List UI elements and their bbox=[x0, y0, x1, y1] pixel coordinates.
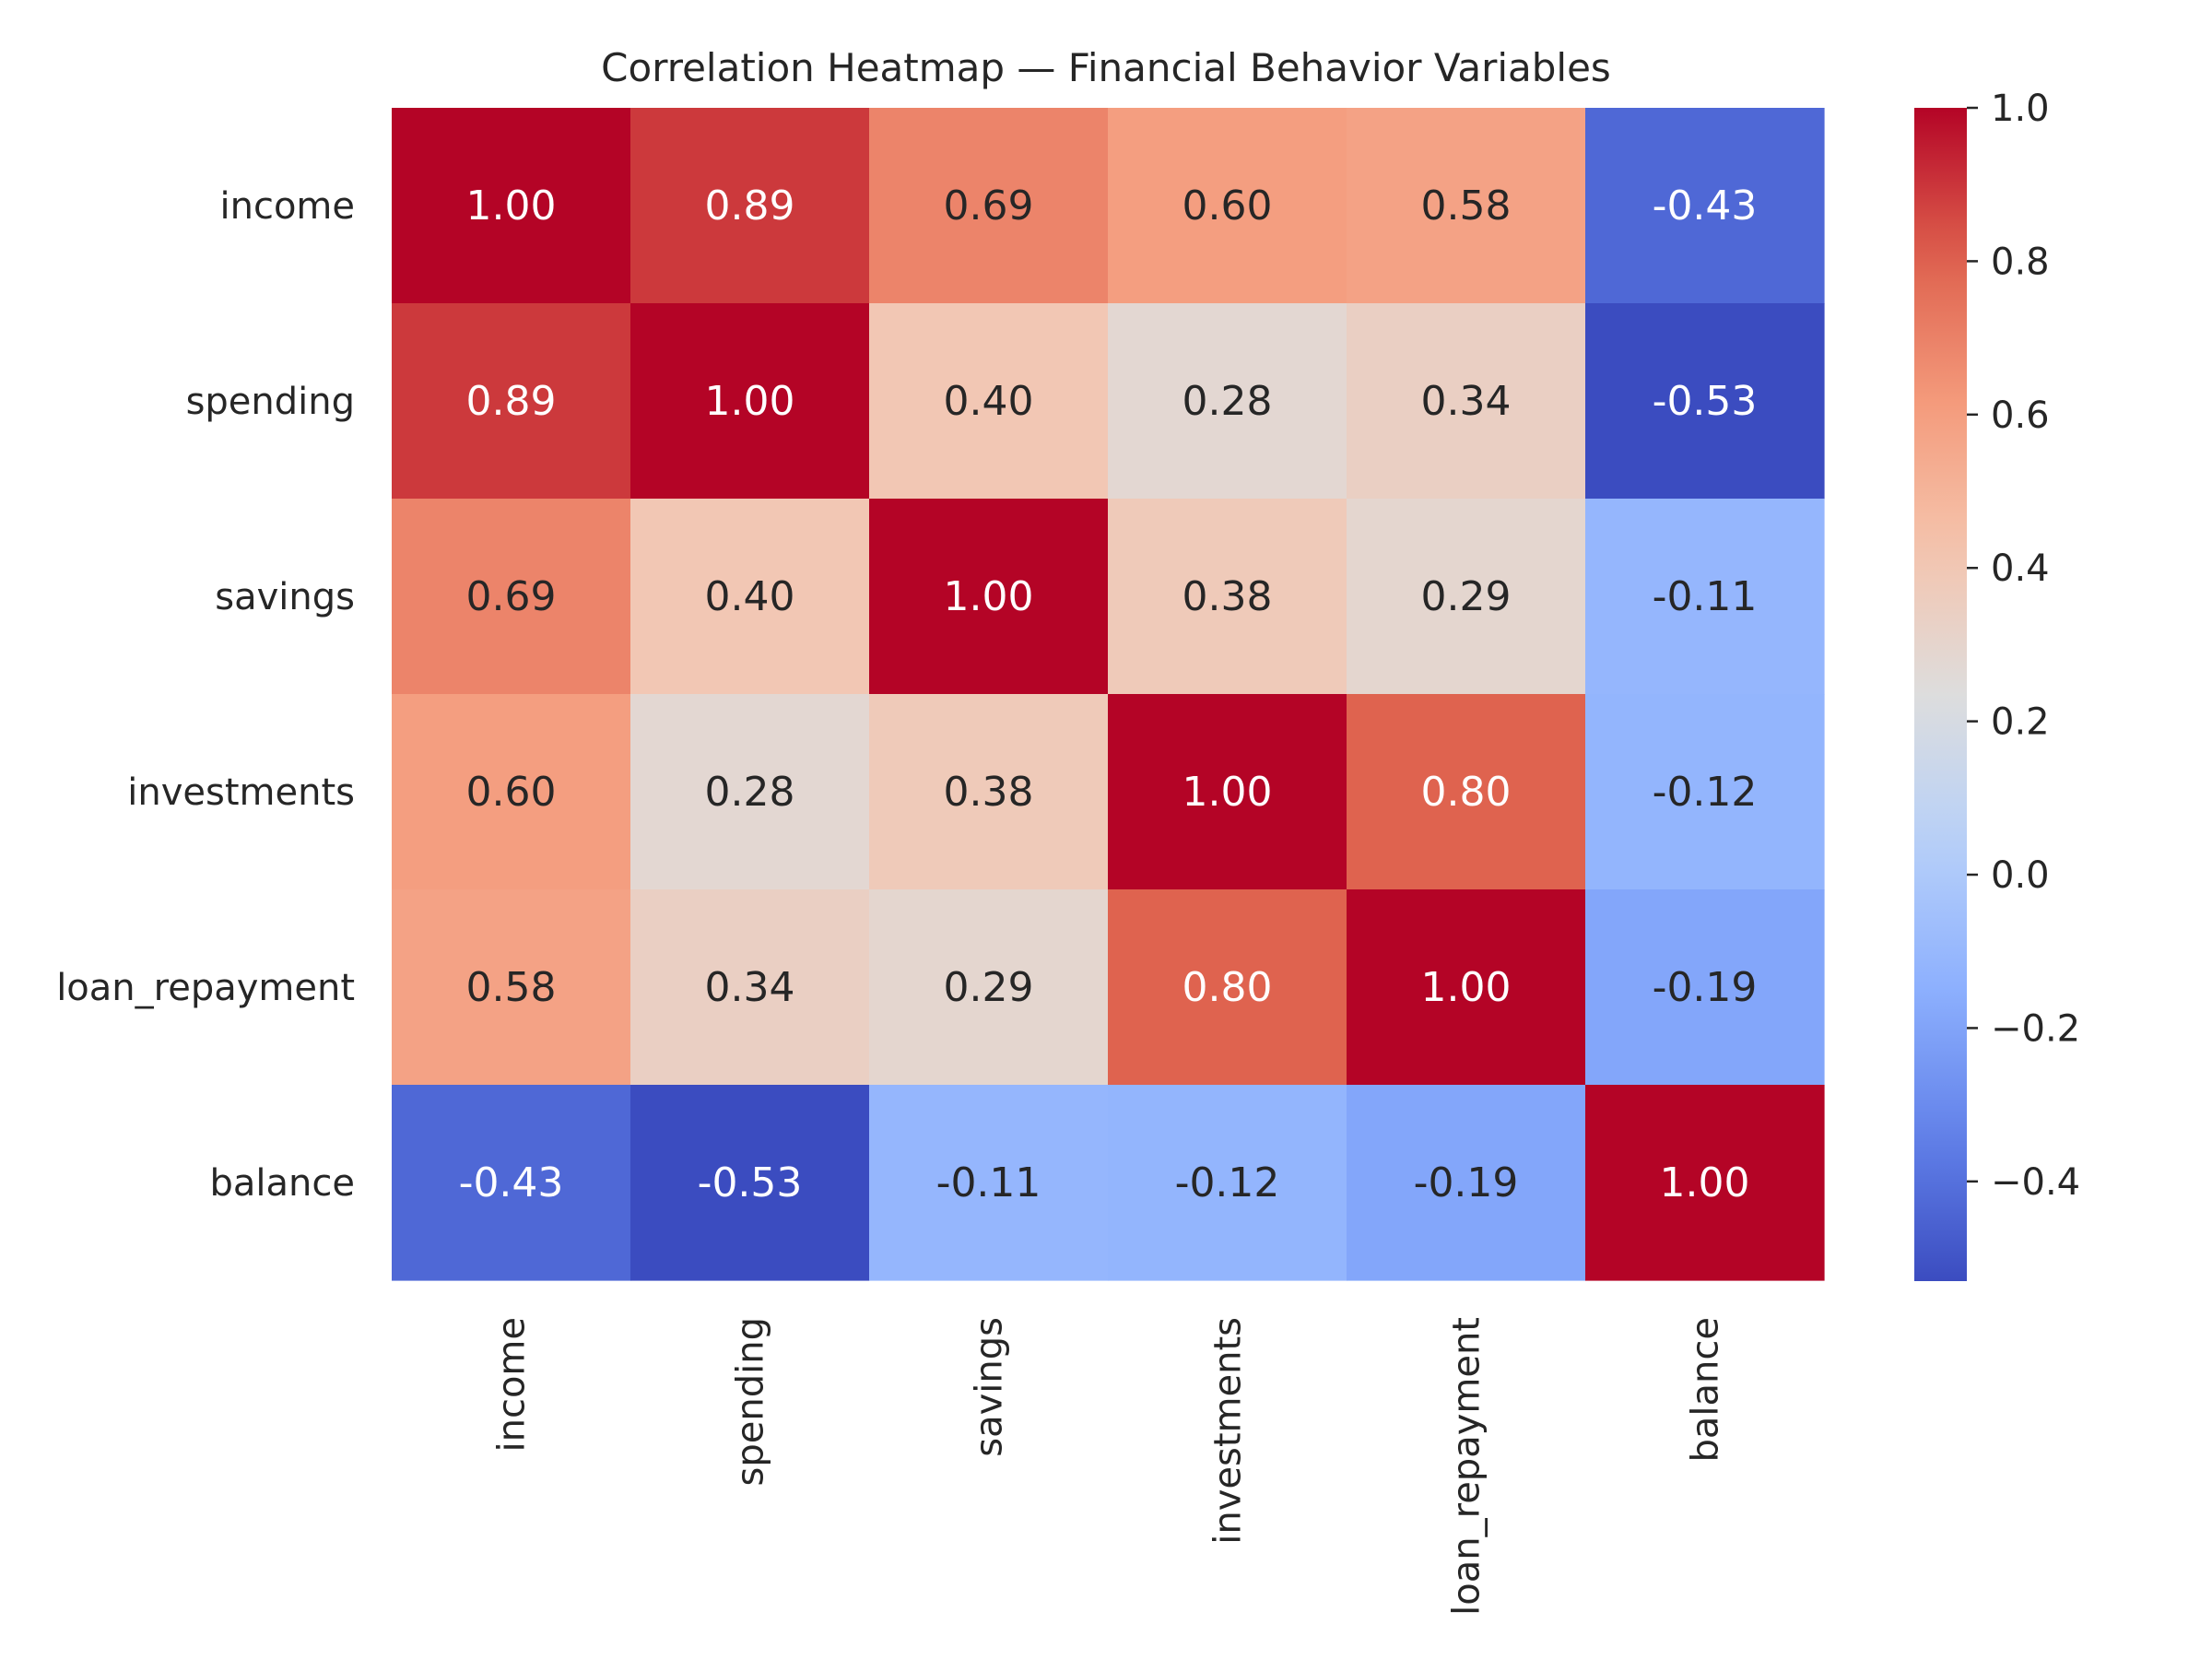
heatmap-cell bbox=[1347, 499, 1586, 695]
heatmap-cell bbox=[1108, 499, 1347, 695]
cell-annotation: -0.11 bbox=[936, 1159, 1041, 1206]
colorbar-tick-label: 0.8 bbox=[1991, 241, 2050, 283]
cell-annotation: 0.58 bbox=[466, 964, 557, 1011]
colorbar-tick-label: 1.0 bbox=[1991, 88, 2050, 130]
heatmap-cell bbox=[1585, 499, 1825, 695]
heatmap-cell bbox=[392, 303, 631, 500]
heatmap-cell bbox=[1108, 303, 1347, 500]
heatmap-cell bbox=[869, 1085, 1109, 1281]
heatmap-cell bbox=[1585, 1085, 1825, 1281]
cell-annotation: 0.58 bbox=[1421, 182, 1512, 229]
cell-annotation: -0.53 bbox=[698, 1159, 803, 1206]
cell-annotation: 0.69 bbox=[466, 573, 557, 620]
heatmap-cell bbox=[1108, 889, 1347, 1086]
heatmap-cell bbox=[1347, 889, 1586, 1086]
cell-annotation: -0.43 bbox=[459, 1159, 564, 1206]
heatmap-cell bbox=[392, 889, 631, 1086]
cell-annotation: -0.19 bbox=[1653, 964, 1758, 1011]
colorbar-tick-label: −0.4 bbox=[1991, 1161, 2080, 1204]
heatmap-cell bbox=[869, 499, 1109, 695]
cell-annotation: 0.29 bbox=[944, 964, 1034, 1011]
heatmap-cell bbox=[1347, 694, 1586, 890]
colorbar-tick-label: 0.6 bbox=[1991, 394, 2050, 437]
cell-annotation: 0.28 bbox=[705, 769, 795, 816]
heatmap-cell bbox=[392, 1085, 631, 1281]
heatmap-cell bbox=[1108, 1085, 1347, 1281]
heatmap-cell bbox=[630, 499, 870, 695]
cell-annotation: 0.38 bbox=[1182, 573, 1273, 620]
heatmap-cell bbox=[1347, 1085, 1586, 1281]
heatmap-cells: 1.00 0.89 0.69 0.60 0.58 -0.43 0.89 1.00 0.40 0.2… bbox=[392, 108, 1825, 1281]
column-label: income bbox=[491, 1317, 534, 1453]
cell-annotation: -0.12 bbox=[1653, 769, 1758, 816]
column-label: investments bbox=[1207, 1317, 1250, 1545]
cell-annotation: 0.80 bbox=[1182, 964, 1273, 1011]
cell-annotation: 0.29 bbox=[1421, 573, 1512, 620]
row-label: loan_repayment bbox=[56, 967, 355, 1009]
heatmap-cell bbox=[1585, 889, 1825, 1086]
cell-annotation: -0.12 bbox=[1175, 1159, 1280, 1206]
row-labels: income spending savings investments loan_rep… bbox=[56, 185, 355, 1205]
cell-annotation: -0.43 bbox=[1653, 182, 1758, 229]
cell-annotation: 0.40 bbox=[705, 573, 795, 620]
heatmap-cell bbox=[392, 694, 631, 890]
heatmap-cell bbox=[869, 108, 1109, 304]
heatmap-cell bbox=[1347, 303, 1586, 500]
heatmap-cell bbox=[630, 108, 870, 304]
row-label: income bbox=[219, 185, 355, 228]
row-label: balance bbox=[210, 1162, 355, 1205]
cell-annotation: 0.80 bbox=[1421, 769, 1512, 816]
colorbar: 1.0 0.8 0.6 0.4 0.2 0.0 −0.2 −0.4 bbox=[1914, 88, 2080, 1281]
colorbar-tick-label: 0.0 bbox=[1991, 854, 2050, 897]
column-label: spending bbox=[730, 1317, 772, 1486]
chart-title: Correlation Heatmap — Financial Behavior… bbox=[601, 45, 1611, 90]
heatmap-cell bbox=[1585, 303, 1825, 500]
heatmap-cell bbox=[869, 303, 1109, 500]
column-labels: income spending savings investments loan_rep… bbox=[491, 1317, 1727, 1616]
cell-annotation: 1.00 bbox=[1182, 769, 1273, 816]
cell-annotation: -0.11 bbox=[1653, 573, 1758, 620]
heatmap-cell bbox=[630, 1085, 870, 1281]
colorbar-tick-label: 0.4 bbox=[1991, 547, 2050, 590]
heatmap-cell bbox=[869, 889, 1109, 1086]
cell-annotation: -0.19 bbox=[1414, 1159, 1519, 1206]
colorbar-tick-label: −0.2 bbox=[1991, 1007, 2080, 1050]
row-label: savings bbox=[215, 576, 355, 618]
column-label: balance bbox=[1685, 1317, 1727, 1462]
column-label: loan_repayment bbox=[1446, 1317, 1488, 1616]
cell-annotation: -0.53 bbox=[1653, 378, 1758, 425]
cell-annotation: 1.00 bbox=[705, 378, 795, 425]
row-label: spending bbox=[186, 381, 355, 423]
cell-annotation: 0.34 bbox=[1421, 378, 1512, 425]
cell-annotation: 0.28 bbox=[1182, 378, 1273, 425]
cell-annotation: 0.60 bbox=[1182, 182, 1273, 229]
heatmap-cell bbox=[1108, 108, 1347, 304]
cell-annotation: 1.00 bbox=[944, 573, 1034, 620]
cell-annotation: 0.89 bbox=[705, 182, 795, 229]
cell-annotation: 1.00 bbox=[1421, 964, 1512, 1011]
cell-annotation: 0.38 bbox=[944, 769, 1034, 816]
heatmap-cell bbox=[392, 499, 631, 695]
colorbar-tick-label: 0.2 bbox=[1991, 701, 2050, 744]
heatmap-cell bbox=[869, 694, 1109, 890]
column-label: savings bbox=[969, 1317, 1011, 1457]
cell-annotation: 0.89 bbox=[466, 378, 557, 425]
cell-annotation: 1.00 bbox=[1660, 1159, 1750, 1206]
cell-annotation: 0.34 bbox=[705, 964, 795, 1011]
heatmap-cell bbox=[1108, 694, 1347, 890]
colorbar-gradient bbox=[1914, 108, 1967, 1281]
cell-annotation: 1.00 bbox=[466, 182, 557, 229]
heatmap-cell bbox=[1585, 108, 1825, 304]
heatmap-cell bbox=[392, 108, 631, 304]
cell-annotation: 0.60 bbox=[466, 769, 557, 816]
heatmap-cell bbox=[630, 303, 870, 500]
row-label: investments bbox=[127, 771, 355, 814]
heatmap-cell bbox=[630, 889, 870, 1086]
heatmap-cell bbox=[630, 694, 870, 890]
heatmap-cell bbox=[1585, 694, 1825, 890]
cell-annotation: 0.69 bbox=[944, 182, 1034, 229]
cell-annotation: 0.40 bbox=[944, 378, 1034, 425]
heatmap-cell bbox=[1347, 108, 1586, 304]
